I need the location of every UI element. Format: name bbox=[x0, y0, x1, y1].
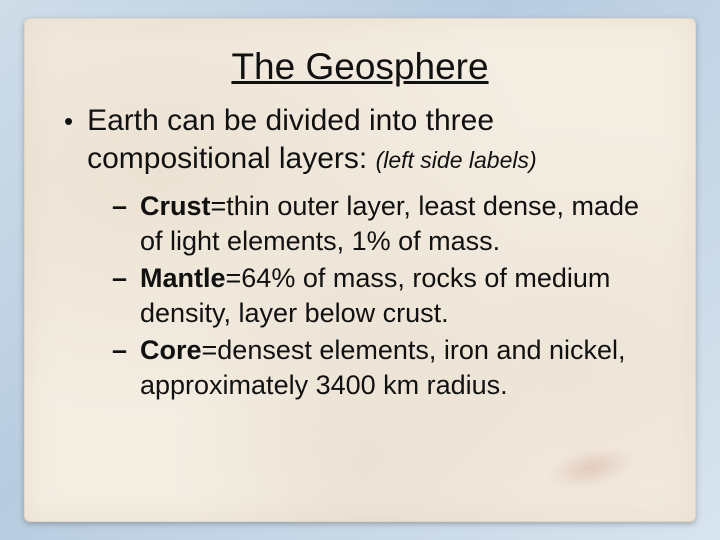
term-core: Core bbox=[140, 335, 202, 365]
main-bullet: • Earth can be divided into three compos… bbox=[64, 102, 662, 179]
dash-marker: – bbox=[112, 333, 127, 368]
dash-marker: – bbox=[112, 189, 127, 224]
list-item: – Mantle=64% of mass, rocks of medium de… bbox=[112, 261, 662, 331]
sub-bullet-list: – Crust=thin outer layer, least dense, m… bbox=[112, 189, 662, 403]
slide-title: The Geosphere bbox=[58, 46, 662, 88]
main-bullet-text: Earth can be divided into three composit… bbox=[87, 102, 662, 179]
desc-crust: =thin outer layer, least dense, made of … bbox=[140, 191, 639, 256]
list-item: – Core=densest elements, iron and nickel… bbox=[112, 333, 662, 403]
slide-paper: The Geosphere • Earth can be divided int… bbox=[24, 18, 696, 522]
list-item: – Crust=thin outer layer, least dense, m… bbox=[112, 189, 662, 259]
dash-marker: – bbox=[112, 261, 127, 296]
term-mantle: Mantle bbox=[140, 263, 226, 293]
term-crust: Crust bbox=[140, 191, 211, 221]
bullet-marker: • bbox=[64, 102, 73, 140]
main-bullet-note: (left side labels) bbox=[376, 147, 537, 173]
desc-core: =densest elements, iron and nickel, appr… bbox=[140, 335, 626, 400]
paper-smudge bbox=[543, 439, 639, 497]
